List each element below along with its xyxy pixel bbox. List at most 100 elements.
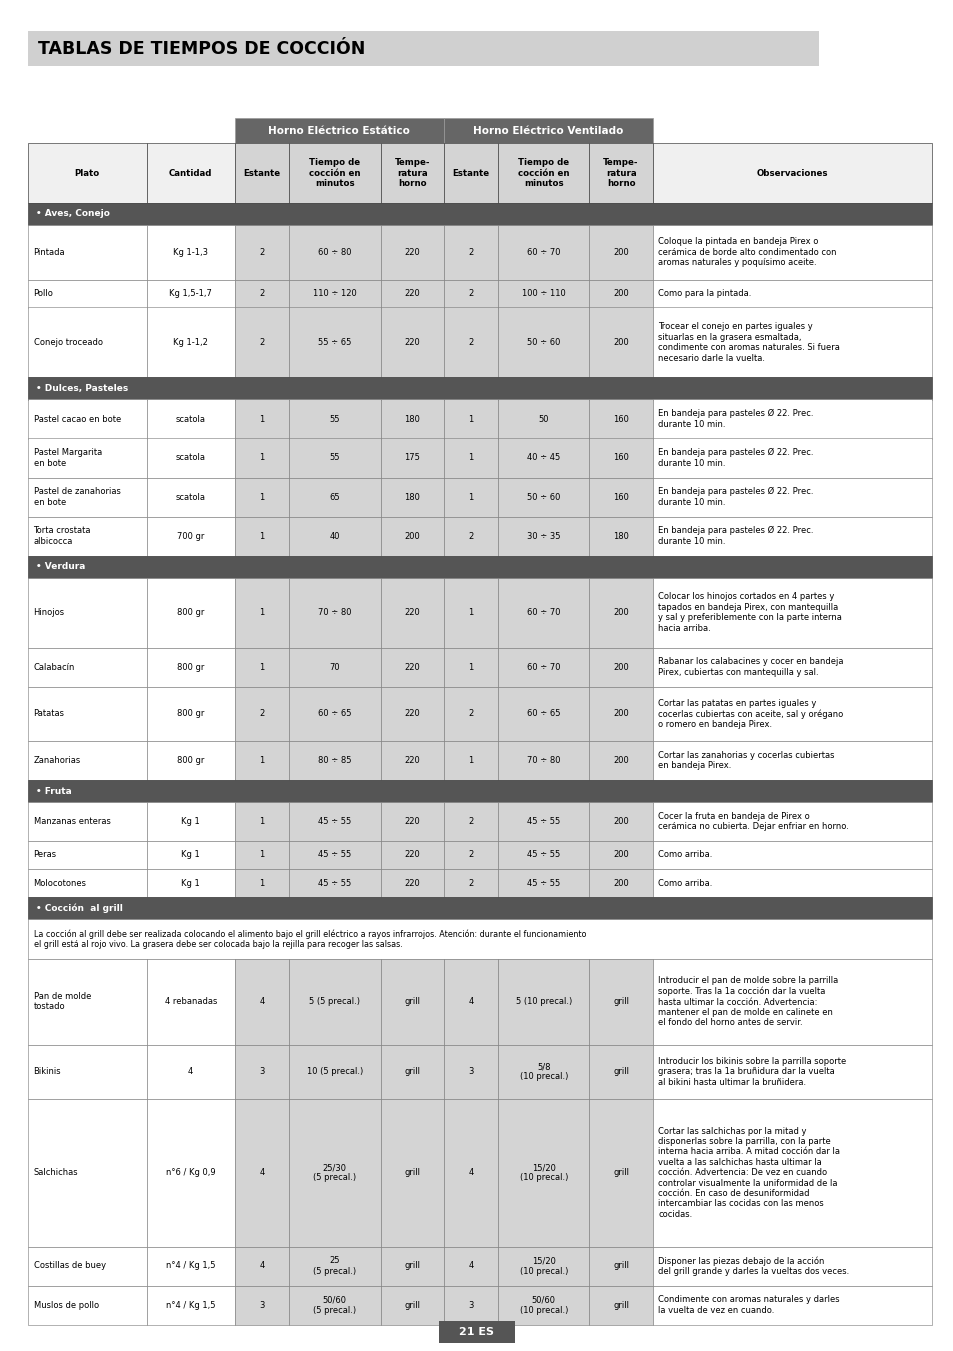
Text: En bandeja para pasteles Ø 22. Prec.
durante 10 min.: En bandeja para pasteles Ø 22. Prec. dur…	[658, 449, 813, 467]
Text: 1: 1	[259, 608, 264, 617]
Bar	[443, 477, 497, 516]
Bar	[147, 226, 234, 280]
Bar	[234, 686, 289, 740]
Bar	[28, 869, 147, 897]
Bar	[380, 740, 443, 780]
Bar	[589, 308, 652, 377]
Text: 200: 200	[613, 757, 628, 765]
Text: scatola: scatola	[175, 454, 206, 462]
Text: 1: 1	[468, 415, 473, 423]
Bar	[443, 143, 497, 203]
Text: 800 gr: 800 gr	[177, 757, 204, 765]
Text: 50/60
(10 precal.): 50/60 (10 precal.)	[519, 1296, 567, 1315]
Bar	[443, 1044, 497, 1098]
Bar	[380, 439, 443, 477]
Text: 15/20
(10 precal.): 15/20 (10 precal.)	[519, 1163, 567, 1182]
Text: 160: 160	[613, 454, 628, 462]
Text: Colocar los hinojos cortados en 4 partes y
tapados en bandeja Pirex, con mantequ: Colocar los hinojos cortados en 4 partes…	[658, 592, 841, 632]
Text: 700 gr: 700 gr	[177, 531, 204, 540]
Text: Costillas de buey: Costillas de buey	[33, 1262, 106, 1270]
Bar	[589, 516, 652, 555]
Text: Cocer la fruta en bandeja de Pirex o
cerámica no cubierta. Dejar enfriar en horn: Cocer la fruta en bandeja de Pirex o cer…	[658, 812, 848, 831]
Text: 45 ÷ 55: 45 ÷ 55	[318, 817, 351, 825]
Bar	[289, 516, 380, 555]
Bar	[289, 280, 380, 308]
Text: Kg 1-1,2: Kg 1-1,2	[173, 338, 208, 347]
Text: 70 ÷ 80: 70 ÷ 80	[317, 608, 352, 617]
Bar	[652, 1247, 931, 1286]
Text: 1: 1	[259, 851, 264, 859]
Text: 1: 1	[259, 817, 264, 825]
Text: 60 ÷ 70: 60 ÷ 70	[526, 662, 560, 671]
Bar	[234, 842, 289, 869]
Bar	[380, 308, 443, 377]
Text: 220: 220	[404, 817, 419, 825]
Text: 180: 180	[404, 493, 419, 501]
Text: 200: 200	[613, 608, 628, 617]
Bar	[147, 577, 234, 647]
Text: Cortar las salchichas por la mitad y
disponerlas sobre la parrilla, con la parte: Cortar las salchichas por la mitad y dis…	[658, 1127, 840, 1219]
Text: Disponer las piezas debajo de la acción
del grill grande y darles la vueltas dos: Disponer las piezas debajo de la acción …	[658, 1256, 848, 1275]
Bar	[443, 226, 497, 280]
Bar	[234, 439, 289, 477]
Bar	[443, 118, 652, 143]
Text: Cortar las patatas en partes iguales y
cocerlas cubiertas con aceite, sal y orég: Cortar las patatas en partes iguales y c…	[658, 698, 842, 730]
Bar	[443, 308, 497, 377]
Bar	[652, 400, 931, 439]
Text: 4: 4	[468, 1262, 473, 1270]
Text: 2: 2	[468, 709, 473, 719]
Bar	[234, 959, 289, 1044]
Bar	[289, 1286, 380, 1324]
Text: 800 gr: 800 gr	[177, 608, 204, 617]
Bar	[589, 686, 652, 740]
Bar	[234, 1044, 289, 1098]
Bar	[380, 802, 443, 842]
Bar	[497, 1286, 589, 1324]
Bar	[497, 226, 589, 280]
Text: 1: 1	[468, 493, 473, 501]
Text: 1: 1	[468, 454, 473, 462]
Bar	[443, 577, 497, 647]
Bar	[234, 226, 289, 280]
Text: n°6 / Kg 0,9: n°6 / Kg 0,9	[166, 1169, 215, 1177]
Text: 15/20
(10 precal.): 15/20 (10 precal.)	[519, 1256, 567, 1275]
Bar	[289, 740, 380, 780]
Bar	[652, 143, 931, 203]
Bar	[380, 647, 443, 686]
Bar	[652, 577, 931, 647]
Bar	[589, 869, 652, 897]
Text: 220: 220	[404, 709, 419, 719]
Bar	[234, 647, 289, 686]
Text: En bandeja para pasteles Ø 22. Prec.
durante 10 min.: En bandeja para pasteles Ø 22. Prec. dur…	[658, 409, 813, 428]
Text: Kg 1: Kg 1	[181, 878, 200, 888]
Bar	[147, 802, 234, 842]
Text: Kg 1: Kg 1	[181, 817, 200, 825]
Bar	[589, 1247, 652, 1286]
Text: La cocción al grill debe ser realizada colocando el alimento bajo el grill eléct: La cocción al grill debe ser realizada c…	[34, 929, 586, 948]
Bar	[380, 400, 443, 439]
Text: 50/60
(5 precal.): 50/60 (5 precal.)	[313, 1296, 356, 1315]
Text: Kg 1,5-1,7: Kg 1,5-1,7	[169, 289, 212, 299]
Text: 70 ÷ 80: 70 ÷ 80	[526, 757, 560, 765]
Bar	[589, 842, 652, 869]
Bar	[380, 686, 443, 740]
Text: 21 ES: 21 ES	[459, 1327, 494, 1337]
Bar	[443, 1247, 497, 1286]
Text: Tempe-
ratura
horno: Tempe- ratura horno	[394, 158, 430, 188]
Text: 180: 180	[613, 531, 628, 540]
Text: 60 ÷ 70: 60 ÷ 70	[526, 608, 560, 617]
Bar	[28, 400, 147, 439]
Bar	[28, 1098, 147, 1247]
Bar	[28, 959, 147, 1044]
Bar	[289, 226, 380, 280]
Bar	[289, 439, 380, 477]
Bar	[147, 1098, 234, 1247]
Bar	[28, 1044, 147, 1098]
Text: 5/8
(10 precal.): 5/8 (10 precal.)	[519, 1062, 567, 1081]
Bar	[147, 477, 234, 516]
Bar	[234, 577, 289, 647]
Text: 45 ÷ 55: 45 ÷ 55	[318, 851, 351, 859]
Bar	[589, 1044, 652, 1098]
Text: Kg 1: Kg 1	[181, 851, 200, 859]
Bar	[589, 280, 652, 308]
